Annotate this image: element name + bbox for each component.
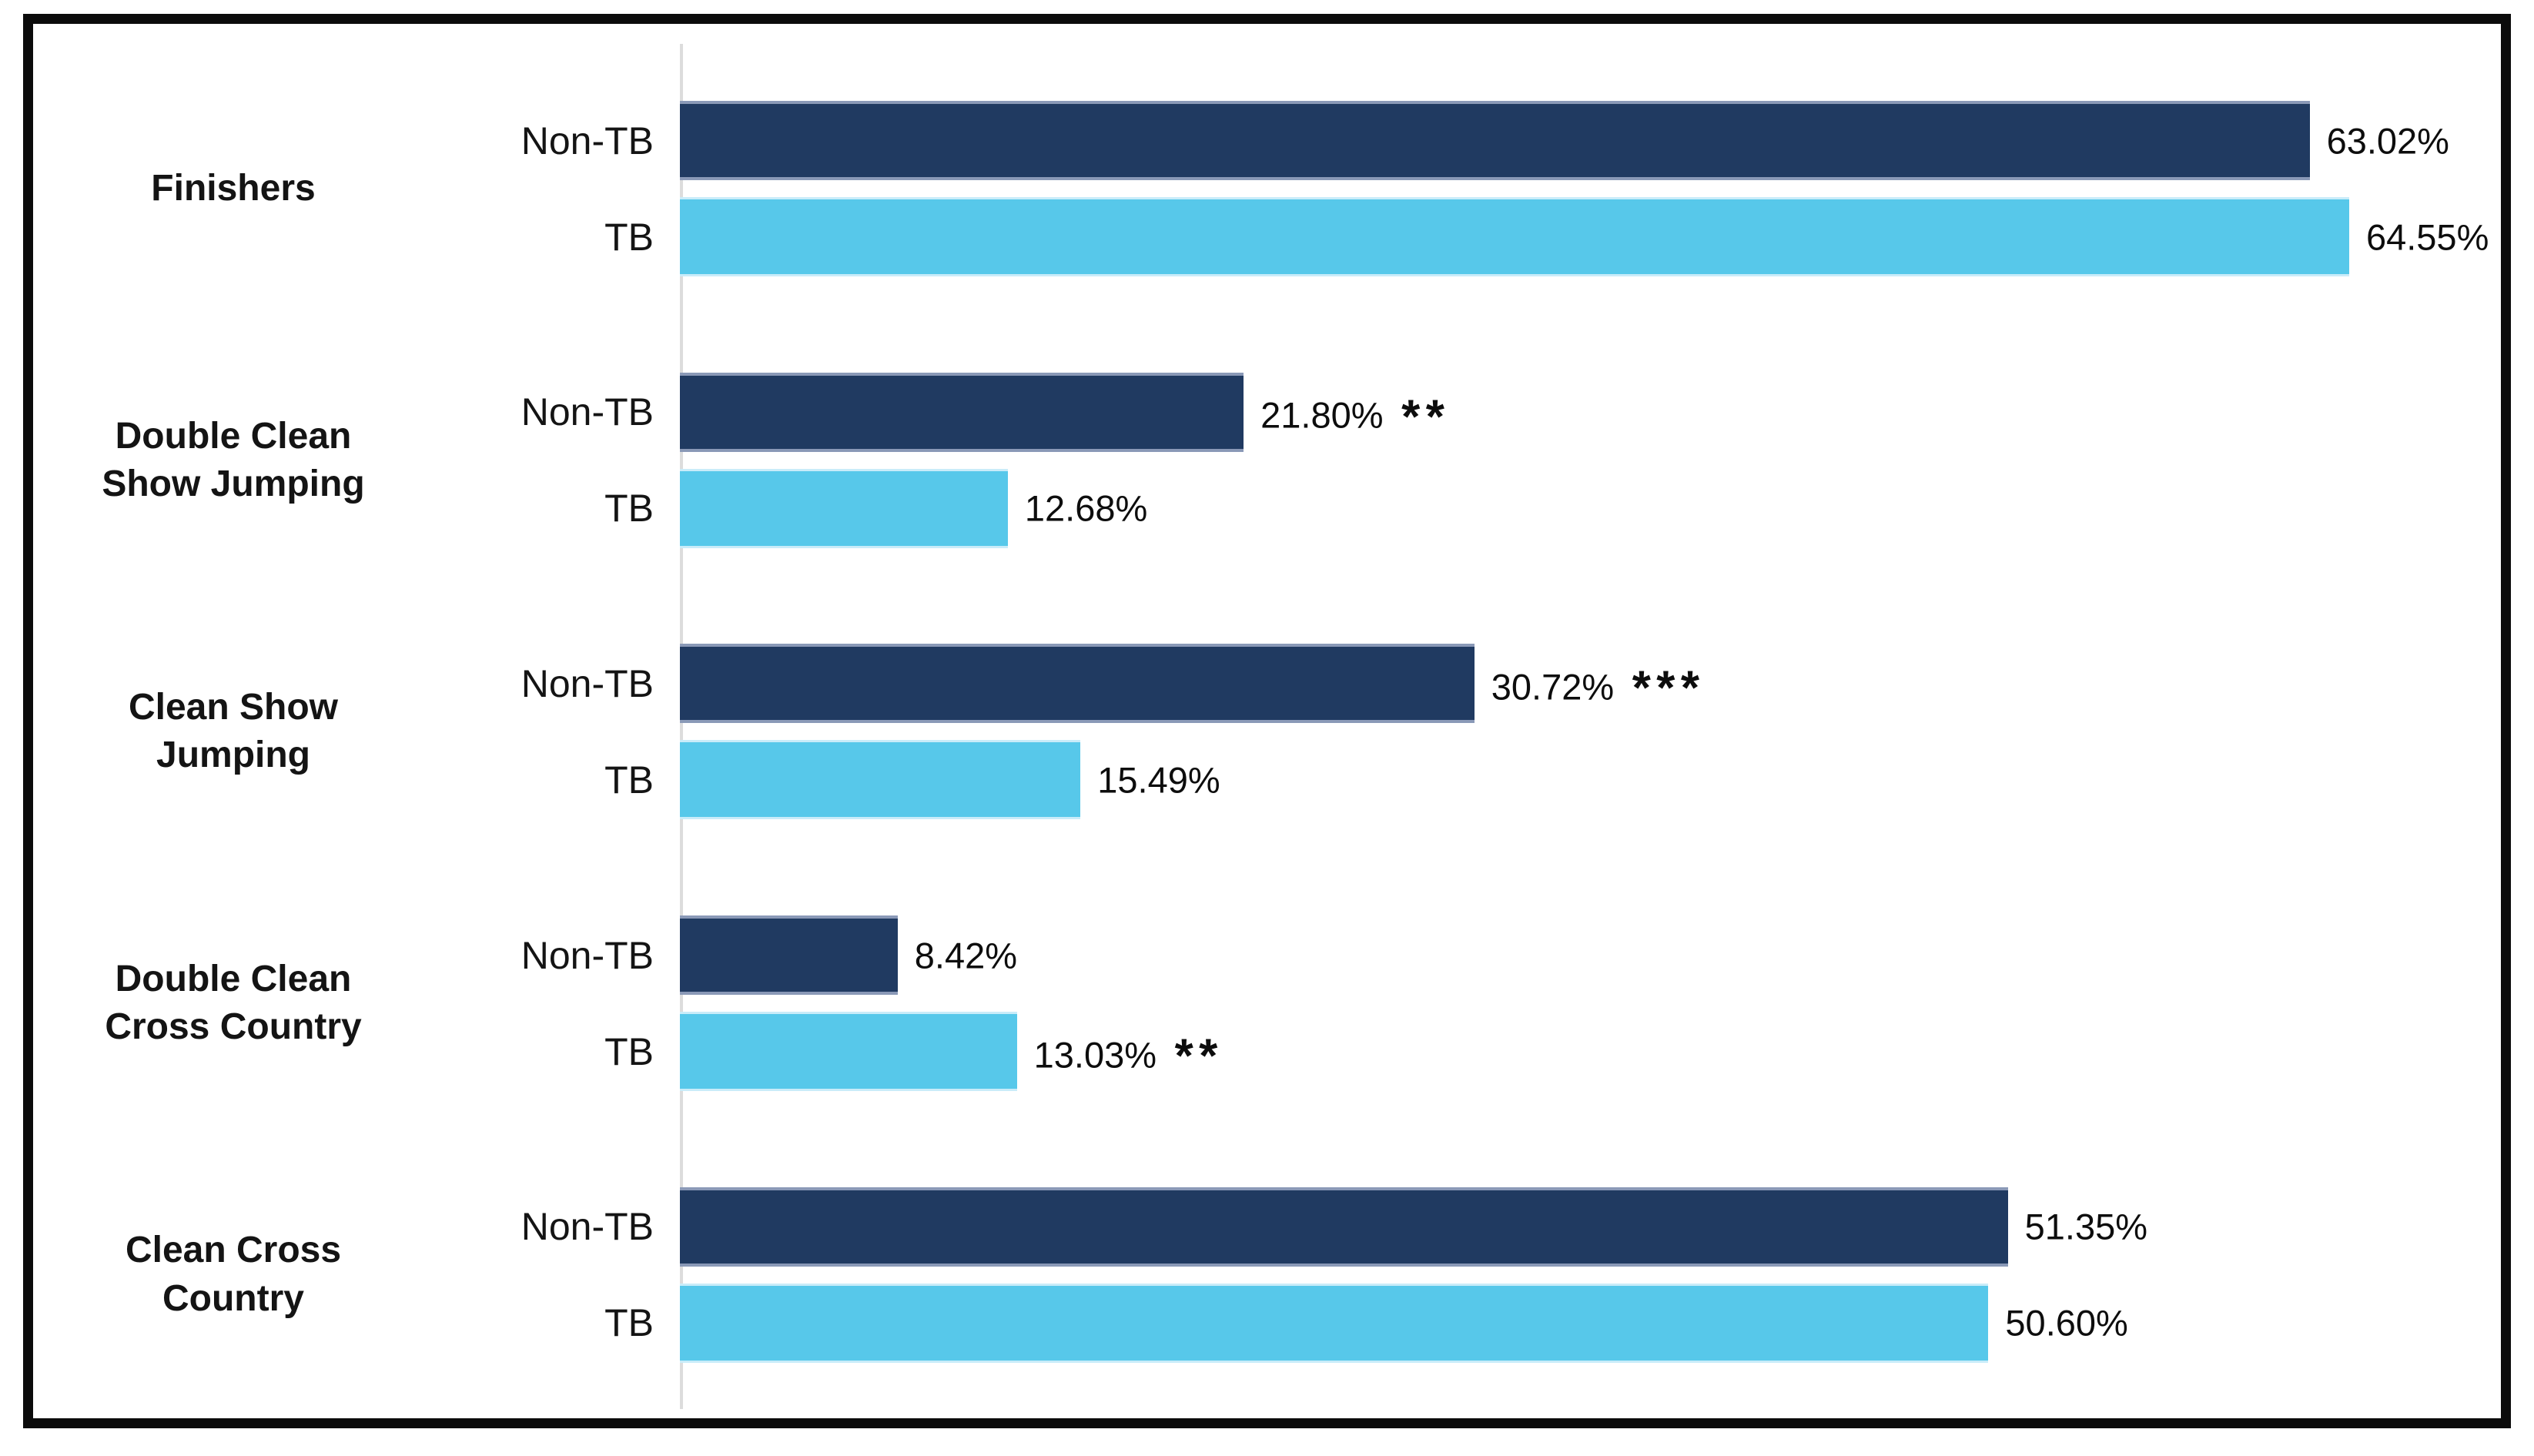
bar-value-label: 8.42% <box>914 935 1018 976</box>
bar-track: 13.03% ** <box>680 1012 2490 1092</box>
bar-group-clean-show-jumping: Clean Show Jumping Non-TB 30.72% *** TB 1… <box>33 596 2490 868</box>
bar-value-label: 30.72% *** <box>1491 661 1706 715</box>
bar-value-label: 63.02% <box>2326 120 2449 162</box>
category-cell: Clean Cross Country <box>33 1139 433 1411</box>
series-label-non-tb: Non-TB <box>521 933 654 977</box>
category-cell: Clean Show Jumping <box>33 596 433 868</box>
bar-value-label: 12.68% <box>1024 487 1148 529</box>
bar-track: 12.68% <box>680 468 2490 548</box>
bar-track: 30.72% *** <box>680 644 2490 724</box>
group-rows: Non-TB 63.02% TB 64.55% <box>433 101 2490 277</box>
bar-track: 50.60% <box>680 1283 2490 1363</box>
category-cell: Double Clean Show Jumping <box>33 325 433 597</box>
category-label: Clean Show Jumping <box>128 687 339 776</box>
group-rows: Non-TB 8.42% TB 13.03% ** <box>433 915 2490 1092</box>
bar-value-label: 13.03% ** <box>1033 1029 1223 1083</box>
bar-tb: 50.60% <box>680 1283 2128 1363</box>
bar-non-tb: 21.80% ** <box>680 372 1444 452</box>
series-label-tb: TB <box>604 1301 654 1345</box>
bar-track: 63.02% <box>680 101 2490 181</box>
group-rows: Non-TB 51.35% TB 50.60% <box>433 1187 2490 1363</box>
bar-tb: 12.68% <box>680 468 1147 548</box>
bar-track: 64.55% <box>680 197 2490 277</box>
bar-track: 15.49% <box>680 740 2490 820</box>
bar-track: 51.35% <box>680 1187 2490 1267</box>
bar-tb: 13.03% ** <box>680 1012 1217 1092</box>
bar-group-finishers: Finishers Non-TB 63.02% TB 64.55% <box>33 53 2490 325</box>
significance-marker: ** <box>1174 1029 1223 1083</box>
bar-non-tb: 51.35% <box>680 1187 2147 1267</box>
bar-group-clean-cross-country: Clean Cross Country Non-TB 51.35% TB 50.… <box>33 1139 2490 1411</box>
category-label: Double Clean Show Jumping <box>102 415 365 504</box>
bar-group-double-clean-show-jumping: Double Clean Show Jumping Non-TB 21.80% *… <box>33 325 2490 597</box>
bar-value-label: 64.55% <box>2365 216 2489 258</box>
series-label-non-tb: Non-TB <box>521 661 654 705</box>
series-label-tb: TB <box>604 758 654 802</box>
bar-non-tb: 30.72% *** <box>680 644 1699 724</box>
group-rows: Non-TB 30.72% *** TB 15.49% <box>433 644 2490 820</box>
bar-value-label: 21.80% ** <box>1260 390 1451 444</box>
bar-non-tb: 63.02% <box>680 101 2449 181</box>
series-label-non-tb: Non-TB <box>521 390 654 434</box>
bar-track: 8.42% <box>680 915 2490 996</box>
series-label-tb: TB <box>604 1029 654 1073</box>
bar-non-tb: 8.42% <box>680 915 1017 996</box>
bar-tb: 15.49% <box>680 740 1220 820</box>
bar-track: 21.80% ** <box>680 372 2490 452</box>
group-rows: Non-TB 21.80% ** TB 12.68% <box>433 372 2490 548</box>
category-label: Double Clean Cross Country <box>105 958 362 1048</box>
category-label: Finishers <box>151 168 316 209</box>
significance-marker: ** <box>1401 390 1451 444</box>
bar-group-double-clean-cross-country: Double Clean Cross Country Non-TB 8.42% … <box>33 868 2490 1140</box>
bar-tb: 64.55% <box>680 197 2489 277</box>
bar-value-label: 50.60% <box>2005 1302 2128 1344</box>
bar-value-label: 15.49% <box>1097 759 1220 801</box>
series-label-non-tb: Non-TB <box>521 1205 654 1249</box>
category-cell: Finishers <box>33 53 433 325</box>
category-label: Clean Cross Country <box>125 1230 342 1319</box>
chart-plot-area: Finishers Non-TB 63.02% TB 64.55% <box>33 24 2501 1418</box>
category-cell: Double Clean Cross Country <box>33 868 433 1140</box>
series-label-tb: TB <box>604 487 654 531</box>
significance-marker: *** <box>1632 661 1706 715</box>
chart-frame: Finishers Non-TB 63.02% TB 64.55% <box>23 14 2511 1428</box>
series-label-tb: TB <box>604 215 654 259</box>
bar-value-label: 51.35% <box>2024 1206 2148 1247</box>
series-label-non-tb: Non-TB <box>521 119 654 162</box>
y-axis-baseline <box>680 44 683 1409</box>
